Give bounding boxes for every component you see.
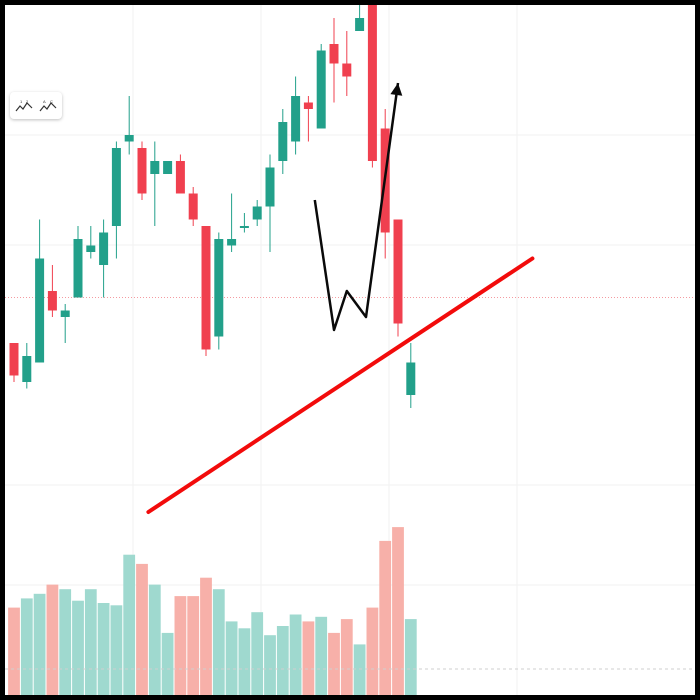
- volume-bar: [404, 619, 417, 695]
- volume-bar: [46, 584, 59, 695]
- candle-body: [188, 193, 198, 220]
- candle-body: [86, 245, 96, 252]
- projection-arrow[interactable]: [313, 82, 400, 332]
- volume-bar: [187, 596, 200, 695]
- arrow-head-icon: [390, 83, 403, 96]
- volume-bar: [315, 616, 328, 695]
- volume-bar: [366, 607, 379, 695]
- volume-bar: [97, 603, 110, 695]
- svg-text:A: A: [43, 99, 46, 104]
- volume-bar: [20, 598, 33, 695]
- volume-bar: [212, 589, 225, 695]
- candle-body: [150, 161, 160, 174]
- candle-body: [252, 206, 262, 220]
- candle-body: [175, 161, 185, 194]
- volume-bar: [289, 614, 302, 695]
- candle-body: [137, 148, 147, 194]
- volume-bar: [392, 527, 404, 695]
- candle-body: [99, 232, 109, 265]
- candle-body: [239, 226, 249, 228]
- volume-bar: [353, 644, 366, 695]
- volume-bar: [59, 589, 72, 695]
- candle-body: [342, 63, 352, 77]
- candle-body: [9, 343, 19, 376]
- candlestick-chart[interactable]: [5, 5, 695, 695]
- candle-body: [111, 148, 121, 226]
- candle-body: [291, 96, 301, 142]
- candle-body: [124, 135, 134, 142]
- candle-body: [60, 310, 70, 317]
- volume-bar: [72, 600, 84, 695]
- volume-bar: [161, 632, 174, 695]
- volume-bar: [33, 593, 46, 695]
- volume-bar: [264, 635, 276, 695]
- candle-body: [393, 219, 403, 324]
- volume-bar: [276, 626, 289, 695]
- candle-body: [316, 50, 326, 129]
- candle-body: [201, 226, 211, 350]
- candle-body: [163, 161, 173, 174]
- candle-body: [329, 44, 339, 64]
- svg-text:C: C: [50, 99, 53, 104]
- support-trendline[interactable]: [146, 256, 535, 514]
- volume-bar: [123, 554, 136, 695]
- candle-body: [227, 239, 237, 246]
- volume-bar: [136, 563, 148, 695]
- candle-body: [303, 102, 313, 109]
- volume-bar: [328, 632, 340, 695]
- volume-bar: [110, 605, 123, 695]
- candle-body: [406, 362, 416, 395]
- candle-body: [367, 5, 377, 161]
- volume-bar: [251, 612, 264, 695]
- volume-bar: [174, 596, 187, 695]
- candle-body: [265, 167, 275, 207]
- candle-body: [355, 18, 365, 31]
- volume-bar: [84, 589, 97, 695]
- volume-bar: [148, 584, 161, 695]
- candle-body: [35, 258, 45, 363]
- volume-bar: [8, 607, 20, 695]
- volume-bar: [225, 621, 238, 695]
- volume-bar: [340, 619, 353, 695]
- candle-body: [214, 239, 224, 337]
- candle-body: [73, 239, 83, 298]
- svg-text:1: 1: [20, 99, 23, 104]
- candle-body: [278, 122, 288, 161]
- volume-bar: [200, 577, 212, 695]
- candle-body: [47, 291, 57, 311]
- svg-text:2: 2: [26, 99, 29, 104]
- volume-bar: [238, 628, 251, 695]
- candle-body: [22, 356, 32, 382]
- volume-bar: [379, 540, 392, 695]
- volume-bar: [302, 621, 315, 695]
